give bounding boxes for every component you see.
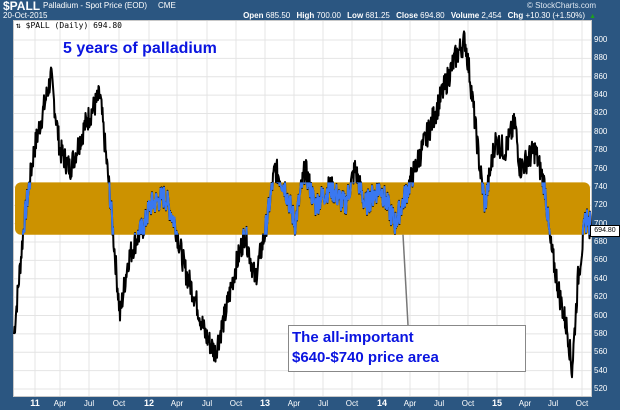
volume-value: 2,454: [481, 11, 502, 20]
exchange: CME: [158, 1, 176, 10]
callout-pointer: [402, 234, 409, 326]
y-tick-label: 620: [594, 292, 608, 302]
x-tick-label: 15: [491, 398, 503, 408]
ohlc-summary: Open 685.50 High 700.00 Low 681.25 Close…: [243, 11, 596, 20]
up-triangle-icon: ▲: [589, 13, 596, 20]
y-tick-label: 600: [594, 310, 608, 320]
y-tick-label: 760: [594, 163, 608, 173]
x-tick-label: 11: [30, 398, 40, 408]
chart-date: 20-Oct-2015: [3, 11, 48, 20]
y-tick-label: 560: [594, 347, 608, 357]
x-tick-label: Apr: [518, 399, 532, 408]
open-label: Open: [243, 11, 264, 20]
chart-legend: ⇅ $PALL (Daily) 694.80: [16, 21, 122, 30]
symbol-description: Palladium - Spot Price (EOD): [43, 1, 148, 10]
x-tick-label: Jul: [317, 399, 329, 408]
low-value: 681.25: [365, 11, 390, 20]
y-tick-label: 580: [594, 328, 608, 338]
y-tick-label: 840: [594, 90, 608, 100]
high-label: High: [296, 11, 315, 20]
x-tick-label: Oct: [461, 399, 475, 408]
high-value: 700.00: [316, 11, 341, 20]
x-tick-label: Jul: [201, 399, 213, 408]
last-price-tag: 694.80: [590, 225, 620, 237]
callout-line-2: $640-$740 price area: [292, 349, 439, 366]
y-tick-label: 800: [594, 126, 608, 136]
y-tick-label: 540: [594, 365, 608, 375]
x-tick-label: Oct: [575, 399, 589, 408]
x-tick-label: 14: [376, 398, 388, 408]
x-tick-label: 13: [259, 398, 271, 408]
y-tick-label: 700: [594, 218, 608, 228]
chart-header: $PALL Palladium - Spot Price (EOD) CME 2…: [0, 0, 620, 20]
low-label: Low: [347, 11, 364, 20]
highlight-band: [15, 182, 590, 235]
chart-legend-icon: ⇅: [16, 21, 21, 30]
price-line-in-band: [21, 182, 591, 235]
x-tick-label: Jul: [433, 399, 445, 408]
y-tick-label: 520: [594, 384, 608, 393]
x-tick-label: Oct: [345, 399, 359, 408]
y-tick-label: 900: [594, 35, 608, 44]
x-tick-label: Apr: [170, 399, 184, 408]
legend-text: $PALL (Daily) 694.80: [25, 21, 122, 30]
y-tick-label: 780: [594, 145, 608, 155]
x-tick-label: Jul: [83, 399, 95, 408]
y-tick-label: 880: [594, 53, 608, 63]
y-tick-label: 740: [594, 181, 608, 191]
x-tick-label: Oct: [229, 399, 243, 408]
x-tick-label: Apr: [403, 399, 417, 408]
y-tick-label: 640: [594, 273, 608, 283]
close-label: Close: [396, 11, 418, 20]
open-value: 685.50: [265, 11, 291, 20]
x-tick-label: 12: [143, 398, 155, 408]
y-tick-label: 720: [594, 200, 608, 210]
y-tick-label: 680: [594, 237, 608, 247]
y-tick-label: 820: [594, 108, 608, 118]
x-tick-label: Oct: [112, 399, 126, 408]
x-tick-label: Apr: [53, 399, 67, 408]
callout-line-1: The all-important: [292, 329, 414, 346]
symbol: $PALL: [3, 0, 41, 13]
callout-box: The all-important $640-$740 price area: [288, 325, 526, 372]
chg-value: +10.30 (+1.50%): [525, 11, 586, 20]
x-tick-label: Apr: [287, 399, 301, 408]
x-tick-label: Jul: [547, 399, 559, 408]
stockcharts-credit[interactable]: © StockCharts.com: [526, 1, 596, 10]
close-value: 694.80: [420, 11, 445, 20]
headline-annotation: 5 years of palladium: [63, 40, 217, 57]
volume-label: Volume: [450, 11, 480, 20]
y-tick-label: 860: [594, 71, 608, 81]
y-tick-label: 660: [594, 255, 608, 265]
chg-label: Chg: [507, 11, 524, 20]
